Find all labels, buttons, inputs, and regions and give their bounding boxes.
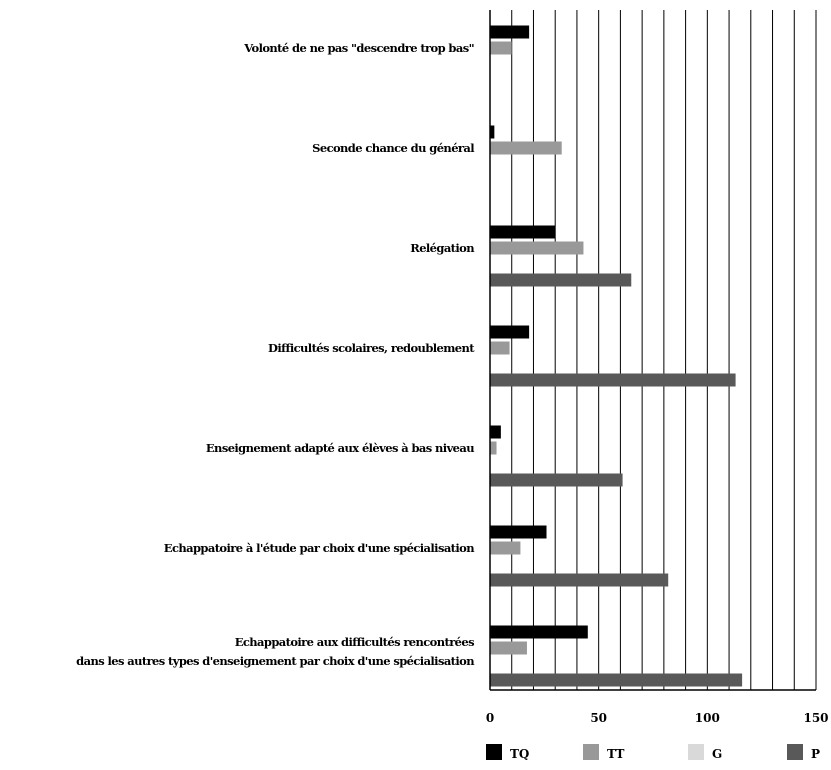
legend-swatch-g: [688, 744, 704, 760]
category-label: Echappatoire aux difficultés rencontrées…: [76, 635, 475, 668]
bar-tq: [490, 625, 588, 639]
gridlines: [511, 10, 817, 690]
category-label: Relégation: [410, 241, 475, 255]
bar-tq: [490, 525, 547, 539]
bar-tt: [490, 441, 497, 455]
category-label: Echappatoire à l'étude par choix d'une s…: [164, 541, 475, 555]
bar-tt: [490, 41, 512, 55]
bar-tt: [490, 641, 527, 655]
x-tick-label: 100: [695, 711, 720, 725]
legend-label-p: P: [811, 747, 820, 761]
x-tick-label: 0: [486, 711, 494, 725]
bar-p: [490, 673, 743, 687]
category-label: Difficultés scolaires, redoublement: [268, 341, 475, 355]
legend-label-tq: TQ: [510, 747, 529, 761]
legend-swatch-tt: [583, 744, 599, 760]
bar-tq: [490, 125, 495, 139]
legend-swatch-tq: [486, 744, 502, 760]
x-tick-label: 50: [590, 711, 607, 725]
bar-tq: [490, 225, 556, 239]
bar-tt: [490, 541, 521, 555]
bar-p: [490, 573, 669, 587]
bar-tt: [490, 141, 562, 155]
legend-label-tt: TT: [607, 747, 625, 761]
category-labels: Volonté de ne pas "descendre trop bas" Se…: [76, 41, 476, 668]
bar-tt: [490, 241, 584, 255]
legend: TQ TT G P: [486, 744, 820, 761]
category-label: Enseignement adapté aux élèves à bas niv…: [206, 441, 474, 455]
bar-p: [490, 273, 632, 287]
bars: [490, 25, 743, 687]
bar-tq: [490, 325, 530, 339]
x-axis: 0 50 100 150: [486, 10, 829, 725]
x-tick-label: 150: [803, 711, 828, 725]
legend-swatch-p: [787, 744, 803, 760]
bar-p: [490, 373, 736, 387]
category-label: Volonté de ne pas "descendre trop bas": [243, 41, 474, 55]
category-label: Seconde chance du général: [312, 141, 475, 155]
bar-p: [490, 473, 623, 487]
bar-tt: [490, 341, 510, 355]
legend-label-g: G: [712, 747, 722, 761]
bar-tq: [490, 25, 530, 39]
bar-tq: [490, 425, 501, 439]
